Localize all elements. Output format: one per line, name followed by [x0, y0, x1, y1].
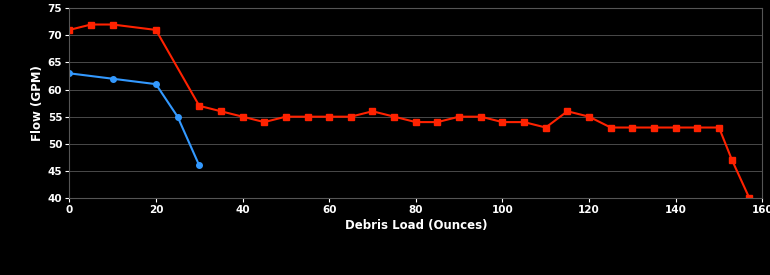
Polaris Robotic Cleaners — [411, 120, 420, 124]
Polaris Robotic Cleaners — [195, 104, 204, 108]
Polaris Robotic Cleaners — [151, 28, 161, 32]
Competitive Cleaners — [173, 115, 182, 118]
Polaris Robotic Cleaners — [108, 23, 117, 26]
Line: Competitive Cleaners: Competitive Cleaners — [66, 70, 202, 168]
Polaris Robotic Cleaners — [238, 115, 247, 118]
Line: Polaris Robotic Cleaners: Polaris Robotic Cleaners — [66, 22, 752, 201]
Competitive Cleaners — [65, 72, 74, 75]
Competitive Cleaners — [195, 164, 204, 167]
Polaris Robotic Cleaners — [476, 115, 485, 118]
X-axis label: Debris Load (Ounces): Debris Load (Ounces) — [344, 219, 487, 232]
Competitive Cleaners — [151, 82, 161, 86]
Polaris Robotic Cleaners — [433, 120, 442, 124]
Polaris Robotic Cleaners — [649, 126, 658, 129]
Polaris Robotic Cleaners — [325, 115, 334, 118]
Polaris Robotic Cleaners — [390, 115, 399, 118]
Polaris Robotic Cleaners — [281, 115, 290, 118]
Y-axis label: Flow (GPM): Flow (GPM) — [31, 65, 44, 141]
Polaris Robotic Cleaners — [606, 126, 615, 129]
Polaris Robotic Cleaners — [745, 196, 754, 200]
Polaris Robotic Cleaners — [346, 115, 356, 118]
Polaris Robotic Cleaners — [65, 28, 74, 32]
Competitive Cleaners — [108, 77, 117, 80]
Polaris Robotic Cleaners — [86, 23, 95, 26]
Polaris Robotic Cleaners — [216, 110, 226, 113]
Polaris Robotic Cleaners — [728, 158, 737, 162]
Polaris Robotic Cleaners — [693, 126, 702, 129]
Polaris Robotic Cleaners — [584, 115, 594, 118]
Polaris Robotic Cleaners — [368, 110, 377, 113]
Polaris Robotic Cleaners — [671, 126, 681, 129]
Polaris Robotic Cleaners — [541, 126, 551, 129]
Polaris Robotic Cleaners — [259, 120, 269, 124]
Polaris Robotic Cleaners — [520, 120, 529, 124]
Polaris Robotic Cleaners — [454, 115, 464, 118]
Polaris Robotic Cleaners — [715, 126, 724, 129]
Polaris Robotic Cleaners — [303, 115, 312, 118]
Polaris Robotic Cleaners — [563, 110, 572, 113]
Polaris Robotic Cleaners — [497, 120, 507, 124]
Polaris Robotic Cleaners — [628, 126, 637, 129]
